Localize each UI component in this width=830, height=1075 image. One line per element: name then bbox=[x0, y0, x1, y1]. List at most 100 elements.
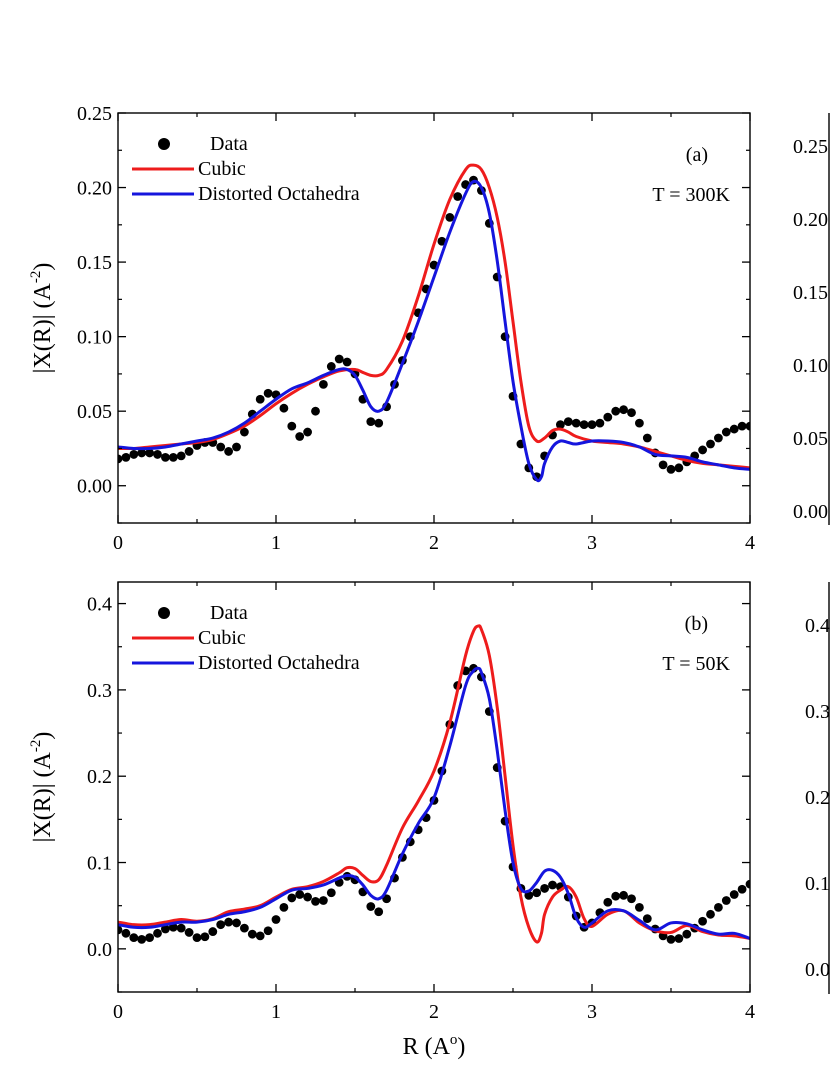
legend-label-cubic: Cubic bbox=[198, 627, 246, 649]
data-point bbox=[295, 890, 305, 899]
panel-label: (a) bbox=[686, 144, 708, 166]
data-point bbox=[271, 915, 281, 924]
x-tick-label: 0 bbox=[113, 532, 123, 554]
plot-area bbox=[118, 624, 750, 944]
y-tick-label: 0.25 bbox=[77, 103, 112, 125]
data-point bbox=[563, 417, 573, 427]
data-point bbox=[287, 893, 297, 903]
y-tick-label: 0.0 bbox=[87, 939, 112, 961]
x-tick-label: 2 bbox=[429, 532, 439, 554]
data-point bbox=[706, 439, 715, 449]
data-point bbox=[145, 933, 155, 943]
data-point bbox=[153, 928, 162, 938]
data-point bbox=[571, 418, 581, 428]
data-point bbox=[737, 421, 747, 431]
y-tick-label: 0.1 bbox=[87, 853, 112, 875]
y-axis-title: |X(R)| (A-2) bbox=[28, 732, 56, 843]
data-point bbox=[129, 933, 139, 943]
right-tick-bottom-4: 0.0 bbox=[805, 959, 830, 981]
data-point bbox=[168, 453, 178, 462]
right-panel-partial-bottom: 0.4 0.3 0.2 0.1 0.0 bbox=[805, 582, 830, 994]
data-point bbox=[311, 896, 320, 906]
data-point bbox=[721, 896, 731, 905]
y-tick-label: 0.10 bbox=[77, 327, 112, 349]
data-point bbox=[445, 212, 455, 222]
data-point bbox=[714, 903, 723, 912]
right-tick-bottom-0: 0.4 bbox=[805, 615, 830, 637]
legend-label-distorted: Distorted Octahedra bbox=[198, 183, 360, 205]
legend-marker-data bbox=[158, 607, 170, 619]
data-point bbox=[745, 421, 750, 431]
data-point bbox=[176, 451, 186, 461]
data-point bbox=[342, 357, 352, 367]
data-point bbox=[627, 408, 636, 418]
data-point bbox=[595, 418, 605, 428]
data-point bbox=[184, 928, 194, 937]
x-tick-label: 2 bbox=[429, 1001, 439, 1023]
legend-label-distorted: Distorted Octahedra bbox=[198, 652, 360, 674]
data-point bbox=[184, 447, 194, 456]
data-point bbox=[366, 417, 376, 427]
data-point bbox=[255, 931, 265, 941]
panel-a: 0 1 2 3 4 0.00 0.05 0.10 0.15 0.20 0.25 |X(R)| (A-2… bbox=[28, 103, 755, 554]
legend-label-data: Data bbox=[210, 602, 248, 624]
y-tick-label: 0.3 bbox=[87, 680, 112, 702]
data-point bbox=[216, 920, 226, 930]
data-point bbox=[287, 421, 297, 431]
data-point bbox=[326, 888, 336, 898]
series-cubic-line bbox=[118, 624, 750, 944]
data-point bbox=[548, 880, 557, 890]
data-point bbox=[682, 929, 692, 939]
data-point bbox=[540, 884, 549, 893]
data-point bbox=[303, 427, 312, 437]
y-tick-label: 0.4 bbox=[87, 594, 112, 616]
x-tick-label: 4 bbox=[745, 532, 755, 554]
x-tick-label: 0 bbox=[113, 1001, 123, 1023]
data-point bbox=[627, 894, 636, 904]
data-point bbox=[279, 903, 289, 912]
data-point bbox=[532, 888, 542, 898]
data-point bbox=[279, 403, 289, 413]
data-point bbox=[200, 932, 210, 942]
data-point bbox=[118, 454, 123, 464]
right-tick-top-3: 0.10 bbox=[793, 355, 828, 377]
data-point bbox=[674, 934, 684, 943]
panel-b: 0 1 2 3 4 0.0 0.1 0.2 0.3 0.4 |X(R)| (A-2) R (Ao) Da… bbox=[28, 581, 755, 1060]
y-tick-label: 0.20 bbox=[77, 178, 112, 200]
data-point bbox=[334, 354, 344, 364]
y-tick-label: 0.00 bbox=[77, 476, 112, 498]
data-point bbox=[161, 924, 170, 934]
data-point bbox=[121, 453, 131, 462]
data-point bbox=[437, 236, 447, 246]
x-tick-label: 3 bbox=[587, 1001, 597, 1023]
data-point bbox=[303, 892, 312, 902]
legend-marker-data bbox=[158, 138, 170, 150]
data-point bbox=[698, 916, 707, 926]
x-tick-label: 3 bbox=[587, 532, 597, 554]
x-axis: 0 1 2 3 4 bbox=[113, 113, 755, 554]
data-point bbox=[319, 896, 328, 905]
data-point bbox=[224, 447, 234, 456]
data-point bbox=[145, 448, 155, 458]
data-point bbox=[603, 897, 613, 907]
data-point bbox=[674, 463, 684, 473]
data-point bbox=[153, 450, 162, 459]
data-point bbox=[326, 362, 336, 371]
data-point bbox=[745, 879, 750, 889]
data-point bbox=[737, 884, 747, 894]
data-point bbox=[619, 890, 628, 900]
right-tick-top-4: 0.05 bbox=[793, 428, 828, 450]
y-tick-label: 0.15 bbox=[77, 252, 112, 274]
data-point bbox=[232, 442, 241, 452]
data-point bbox=[635, 418, 644, 428]
data-point bbox=[556, 420, 565, 429]
data-point bbox=[263, 388, 273, 398]
data-point bbox=[216, 442, 226, 452]
series-cubic-line bbox=[118, 163, 750, 470]
data-point bbox=[721, 427, 731, 437]
panel-label: (b) bbox=[685, 613, 708, 635]
data-point bbox=[176, 923, 186, 933]
data-point bbox=[698, 445, 707, 455]
right-tick-top-5: 0.00 bbox=[793, 501, 828, 523]
